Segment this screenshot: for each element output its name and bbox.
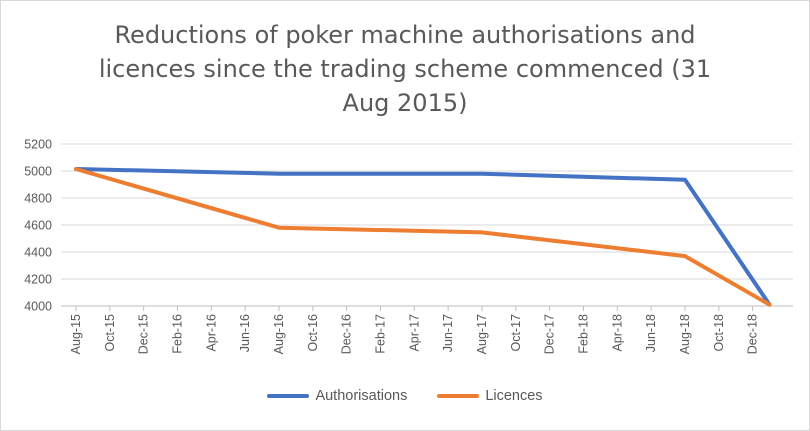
x-tick-label: Feb-17 xyxy=(373,314,387,354)
x-axis: Aug-15 Oct-15 Dec-15 Feb-16 Apr-16 Jun-16 Aug-… xyxy=(69,306,760,354)
legend-swatch-authorisations xyxy=(267,394,310,398)
x-tick-label: Oct-16 xyxy=(306,314,320,352)
y-axis: 4000 4200 4400 4600 4800 5000 5200 xyxy=(24,138,52,314)
y-tick-label: 4000 xyxy=(24,300,52,314)
x-tick-label: Apr-18 xyxy=(610,314,624,352)
x-tick-label: Oct-15 xyxy=(103,314,117,352)
x-tick-label: Dec-16 xyxy=(340,314,354,354)
x-tick-label: Jun-17 xyxy=(441,314,455,352)
x-tick-label: Aug-17 xyxy=(475,314,489,354)
x-tick-label: Jun-18 xyxy=(644,314,658,352)
x-tick-label: Oct-17 xyxy=(509,314,523,352)
chart-title: Reductions of poker machine authorisatio… xyxy=(98,21,712,117)
x-tick-label: Oct-18 xyxy=(712,314,726,352)
x-tick-label: Jun-16 xyxy=(238,314,252,352)
series-line-authorisations xyxy=(74,167,772,307)
legend: Authorisations Licences xyxy=(0,388,810,404)
legend-item-licences: Licences xyxy=(437,388,543,404)
series-line-licences xyxy=(74,167,772,307)
x-tick-label: Feb-16 xyxy=(170,314,184,354)
y-tick-label: 4800 xyxy=(24,192,52,206)
legend-label-authorisations: Authorisations xyxy=(315,388,408,404)
x-tick-label: Apr-16 xyxy=(204,314,218,352)
y-tick-label: 4400 xyxy=(24,246,52,260)
y-tick-label: 5000 xyxy=(24,165,52,179)
legend-item-authorisations: Authorisations xyxy=(267,388,407,404)
x-tick-label: Dec-18 xyxy=(746,314,760,354)
legend-swatch-licences xyxy=(437,394,480,398)
y-tick-label: 5200 xyxy=(24,138,52,152)
x-tick-label: Dec-17 xyxy=(543,314,557,354)
x-tick-label: Aug-16 xyxy=(272,314,286,354)
x-tick-label: Dec-15 xyxy=(137,314,151,354)
gridlines xyxy=(61,143,793,307)
plot-series xyxy=(74,167,772,307)
y-tick-label: 4600 xyxy=(24,219,52,233)
x-tick-label: Aug-15 xyxy=(69,314,83,354)
legend-label-licences: Licences xyxy=(485,388,543,404)
x-tick-label: Aug-18 xyxy=(678,314,692,354)
y-tick-label: 4200 xyxy=(24,273,52,287)
x-tick-label: Apr-17 xyxy=(407,314,421,352)
x-tick-label: Feb-18 xyxy=(576,314,590,354)
